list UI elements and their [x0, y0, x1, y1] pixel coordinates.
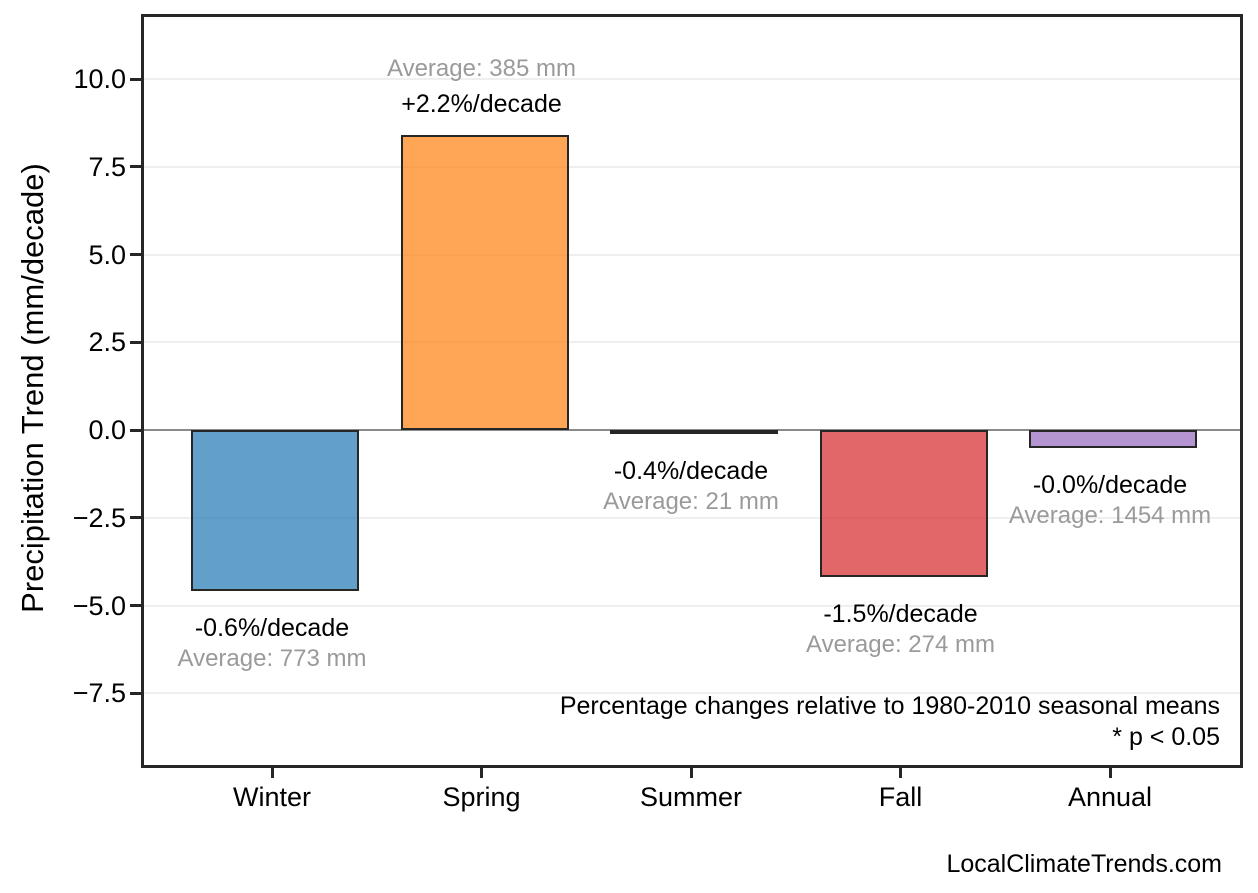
y-axis-tick-label: −5.0 [72, 590, 126, 621]
gridline-−7.5 [144, 692, 1240, 695]
gridline-7.5 [144, 165, 1240, 168]
y-axis-tick-label: 0.0 [88, 415, 126, 445]
trend-label-spring: +2.2%/decade [401, 90, 562, 119]
trend-label-fall: -1.5%/decade [823, 600, 978, 629]
gridline-5.0 [144, 253, 1240, 256]
x-axis-tick [480, 768, 483, 778]
average-label-fall: Average: 274 mm [806, 631, 995, 659]
x-axis-label-annual: Annual [1067, 782, 1153, 812]
watermark-text: LocalClimateTrends.com [946, 850, 1222, 878]
trend-label-summer: -0.4%/decade [613, 456, 769, 485]
note-significance: * p < 0.05 [1112, 723, 1220, 751]
y-axis-tick [130, 340, 141, 344]
y-axis-tick [130, 77, 141, 81]
y-axis-tick [130, 253, 141, 256]
y-axis-tick-label: 10.0 [73, 64, 126, 94]
trend-label-annual: -0.0%/decade [1032, 470, 1188, 499]
average-label-winter: Average: 773 mm [177, 645, 367, 673]
y-axis-tick [130, 165, 141, 169]
x-axis-tick [1108, 768, 1112, 778]
y-axis-tick-label: 5.0 [88, 239, 126, 270]
x-axis-label-spring: Spring [442, 782, 521, 812]
y-axis-tick-label: −7.5 [72, 678, 126, 709]
y-axis-tick [130, 516, 141, 520]
note-percentage-baseline: Percentage changes relative to 1980-2010… [559, 692, 1220, 720]
plot-area [141, 14, 1243, 768]
y-axis-tick [130, 604, 141, 607]
y-axis-tick-label: 7.5 [88, 151, 126, 182]
x-axis-tick [270, 768, 274, 778]
bar-winter [191, 430, 359, 592]
bar-summer [610, 430, 778, 434]
gridline-10.0 [144, 78, 1240, 80]
y-axis-title: Precipitation Trend (mm/decade) [15, 163, 50, 613]
x-axis-label-fall: Fall [878, 782, 923, 812]
x-axis-label-summer: Summer [639, 782, 743, 812]
y-axis-tick-label: 2.5 [88, 327, 126, 358]
x-axis-label-winter: Winter [232, 782, 312, 812]
average-label-annual: Average: 1454 mm [1008, 501, 1212, 529]
bar-fall [819, 430, 988, 578]
trend-label-winter: -0.6%/decade [194, 614, 350, 643]
average-label-spring: Average: 385 mm [387, 55, 576, 83]
gridline-−5.0 [144, 604, 1240, 607]
y-axis-tick-label: −2.5 [72, 502, 126, 533]
x-axis-tick [899, 768, 902, 778]
average-label-summer: Average: 21 mm [603, 487, 779, 515]
y-axis-tick [130, 691, 141, 695]
bar-annual [1029, 430, 1197, 448]
bar-spring [400, 135, 569, 430]
x-axis-tick [689, 768, 693, 778]
gridline-−2.5 [144, 516, 1240, 519]
y-axis-tick [130, 428, 141, 432]
gridline-2.5 [144, 341, 1240, 344]
